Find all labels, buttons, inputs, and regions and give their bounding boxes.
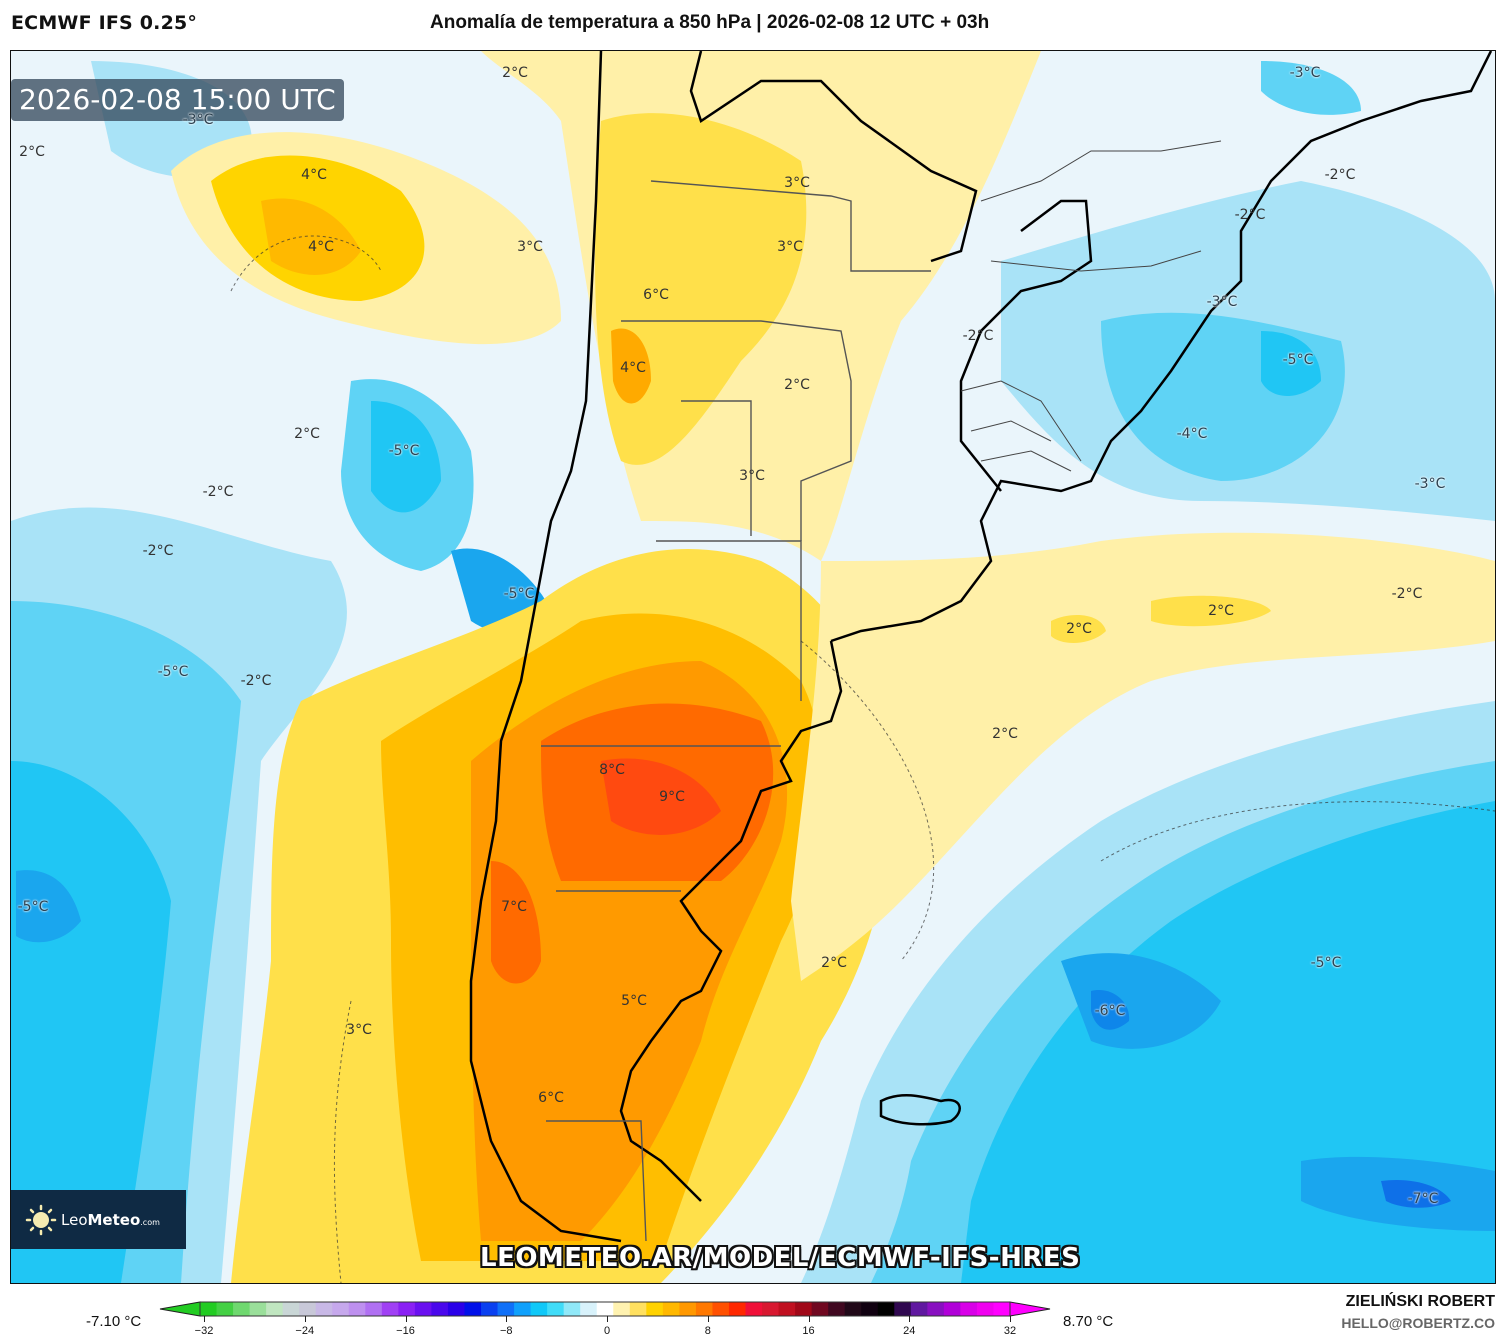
colorbar-tick-label: 8 <box>704 1325 711 1337</box>
contour-label: -7°C <box>1407 1191 1439 1207</box>
contour-label: 7°C <box>501 899 527 915</box>
colorbar-min-value: -7.10 °C <box>86 1313 142 1330</box>
contour-label: 3°C <box>784 175 810 191</box>
contour-label: -5°C <box>388 443 420 459</box>
contour-label: -3°C <box>182 112 214 128</box>
colorbar-tick <box>607 1316 608 1322</box>
colorbar-tick <box>506 1316 508 1322</box>
contour-label: -2°C <box>962 328 994 344</box>
colorbar-tick <box>707 1316 709 1322</box>
colorbar-tick <box>909 1316 911 1322</box>
contour-label: -2°C <box>240 673 272 689</box>
sun-icon <box>25 1204 57 1236</box>
contour-label: 8°C <box>599 762 625 778</box>
contour-label: 9°C <box>659 789 685 805</box>
contour-label: -5°C <box>503 586 535 602</box>
temperature-anomaly-map[interactable]: 2026-02-08 15:00 UTC 2°C -3°C -3°C 2°C 4°C 3°… <box>10 50 1496 1284</box>
contour-label: 6°C <box>538 1090 564 1106</box>
model-name: ECMWF IFS 0.25° <box>11 12 198 34</box>
contour-label: 2°C <box>784 377 810 393</box>
contour-label: -5°C <box>1282 352 1314 368</box>
colorbar-tick <box>204 1316 205 1322</box>
map-field-svg <box>11 51 1495 1283</box>
contour-label: 2°C <box>19 144 45 160</box>
colorbar-max-value: 8.70 °C <box>1063 1313 1114 1330</box>
contour-label: -3°C <box>1206 294 1238 310</box>
contour-label: 2°C <box>294 426 320 442</box>
logo-text: LeoMeteo.com <box>61 1210 160 1229</box>
contour-label: -5°C <box>17 899 49 915</box>
contour-label: 2°C <box>992 726 1018 742</box>
contour-label: 6°C <box>643 287 669 303</box>
contour-label: 2°C <box>502 65 528 81</box>
contour-label: -2°C <box>142 543 174 559</box>
colorbar-tick-label: 0 <box>603 1325 611 1337</box>
map-title: Anomalía de temperatura a 850 hPa | 2026… <box>430 12 990 33</box>
contour-label: 3°C <box>777 239 803 255</box>
colorbar-tick-label: −16 <box>396 1325 415 1337</box>
contour-label: 4°C <box>620 360 646 376</box>
contour-label: 4°C <box>308 239 334 255</box>
colorbar-tick <box>1010 1316 1011 1322</box>
contour-label: 2°C <box>1066 621 1092 637</box>
contour-label: 3°C <box>739 468 765 484</box>
colorbar-tick-label: −32 <box>194 1325 214 1337</box>
author-name: ZIELIŃSKI ROBERT <box>1345 1293 1495 1310</box>
contour-label: -4°C <box>1176 426 1208 442</box>
contour-label: -3°C <box>1289 65 1321 81</box>
colorbar-tick-label: 24 <box>903 1325 916 1337</box>
colorbar-tick <box>405 1316 407 1322</box>
leometeo-logo[interactable]: LeoMeteo.com <box>11 1190 186 1249</box>
colorbar-tick <box>808 1316 810 1322</box>
contour-label: -5°C <box>157 664 189 680</box>
author-email[interactable]: HELLO@ROBERTZ.CO <box>1341 1315 1495 1331</box>
contour-label: -2°C <box>1234 207 1266 223</box>
colorbar-tick-label: 32 <box>1003 1325 1017 1337</box>
contour-label: -3°C <box>1414 476 1446 492</box>
valid-time-badge: 2026-02-08 15:00 UTC <box>11 79 344 121</box>
contour-label: 2°C <box>1208 603 1234 619</box>
contour-label: 3°C <box>517 239 543 255</box>
contour-label: 3°C <box>346 1022 372 1038</box>
colorbar-tick-label: −8 <box>499 1325 513 1337</box>
contour-label: 5°C <box>621 993 647 1009</box>
contour-label: -5°C <box>1310 955 1342 971</box>
contour-label: -2°C <box>1324 167 1356 183</box>
contour-label: -2°C <box>202 484 234 500</box>
model-url-watermark: LEOMETEO.AR/MODEL/ECMWF-IFS-HRES <box>480 1243 1081 1273</box>
colorbar <box>155 1300 1055 1324</box>
colorbar-tick <box>304 1316 306 1322</box>
contour-label: 4°C <box>301 167 327 183</box>
colorbar-tick-label: −24 <box>295 1325 315 1337</box>
colorbar-tick-label: 16 <box>802 1325 815 1337</box>
contour-label: -6°C <box>1094 1003 1126 1019</box>
contour-label: -2°C <box>1391 586 1423 602</box>
contour-label: 2°C <box>821 955 847 971</box>
